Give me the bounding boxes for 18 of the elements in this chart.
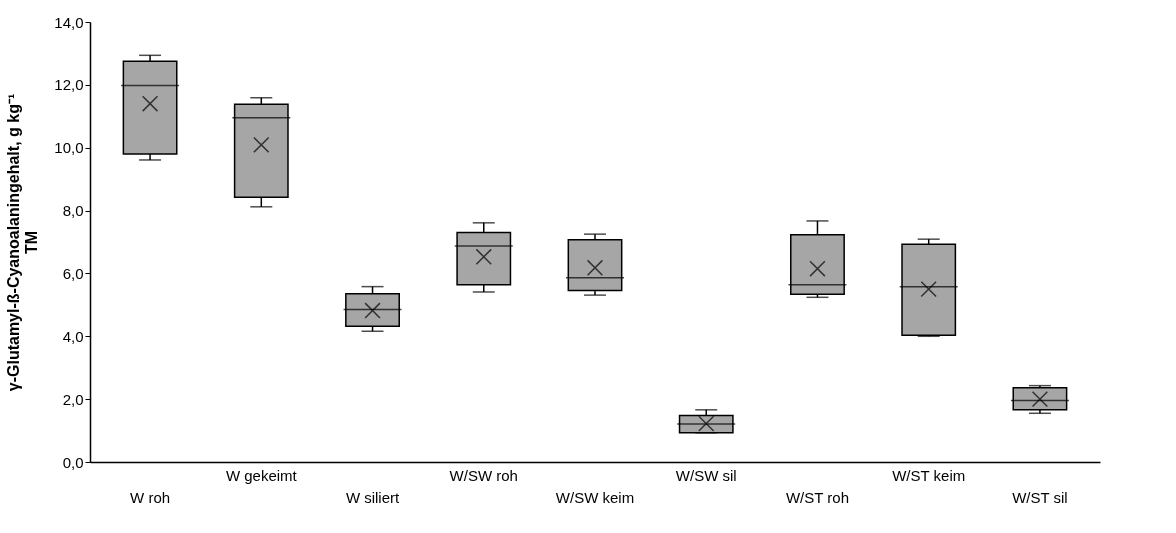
x-tick-label: W/SW sil xyxy=(675,466,737,484)
x-tick-label: W gekeimt xyxy=(225,466,298,484)
y-tick-label: 4,0 xyxy=(62,327,84,345)
x-tick-label: W/ST keim xyxy=(892,466,966,484)
y-tick-label: 14,0 xyxy=(54,13,84,31)
y-tick-label: 12,0 xyxy=(54,76,84,94)
x-tick-label: W/ST sil xyxy=(1012,488,1068,506)
x-tick-label: W/SW keim xyxy=(555,488,635,506)
x-tick-label: W/SW roh xyxy=(449,466,518,484)
y-tick-label: 6,0 xyxy=(62,264,84,282)
y-tick-label: 8,0 xyxy=(62,202,84,220)
y-tick-label: 10,0 xyxy=(54,139,84,157)
x-tick-label: W roh xyxy=(130,488,171,506)
x-tick-label: W/ST roh xyxy=(785,488,850,506)
y-tick-label: 2,0 xyxy=(62,390,84,408)
y-tick-label: 0,0 xyxy=(62,453,84,471)
x-tick-label: W siliert xyxy=(345,488,401,506)
y-axis-title: γ-Glutamyl-ß-Cyanoalaningehalt, g kg⁻¹ TM xyxy=(5,93,41,392)
